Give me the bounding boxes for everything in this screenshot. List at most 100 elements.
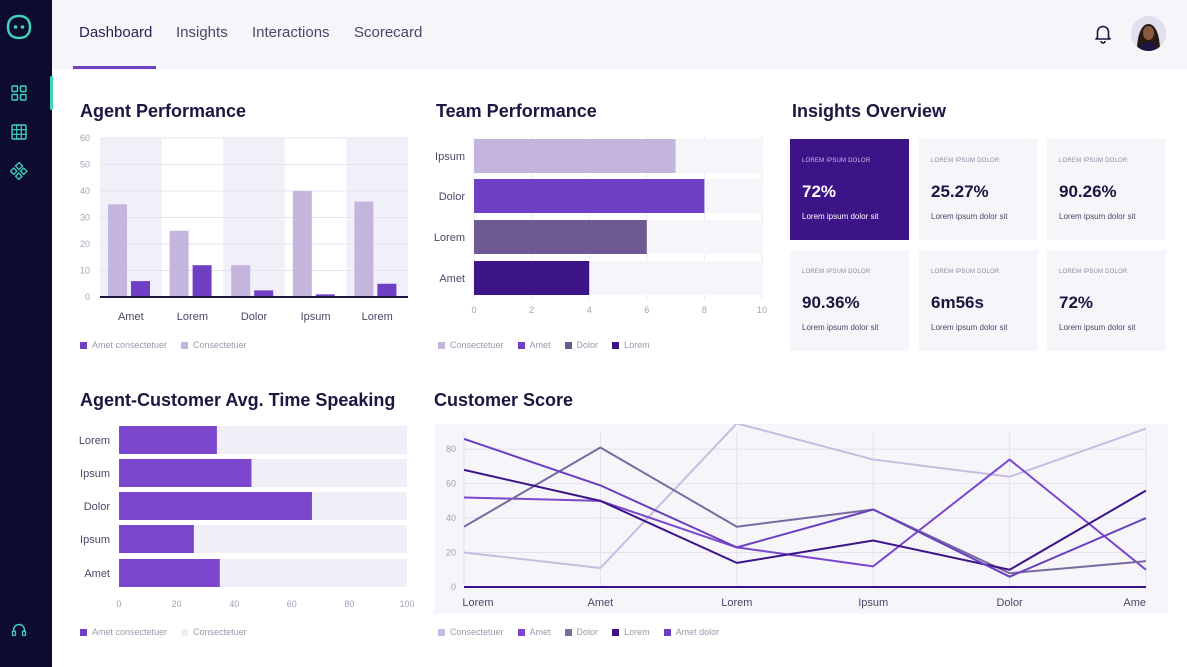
series-line	[463, 458, 1147, 571]
y-tick-label: Ipsum	[80, 534, 110, 546]
x-tick-label: 10	[757, 305, 767, 315]
grid-icon	[11, 85, 27, 101]
x-tick-label: Lorem	[177, 311, 208, 323]
legend-swatch	[181, 628, 189, 636]
bar-amet-consectetuer	[192, 265, 212, 297]
legend-label: Lorem	[624, 627, 650, 637]
y-tick-label: 40	[80, 186, 90, 196]
insight-card-subtext: Lorem ipsum dolor sit	[931, 212, 1008, 221]
insight-card-subtext: Lorem ipsum dolor sit	[802, 323, 879, 332]
x-tick-label: 4	[587, 305, 592, 315]
x-tick-label: Dolor	[996, 597, 1023, 609]
insight-card-label: LOREM IPSUM DOLOR	[1059, 158, 1128, 164]
insight-card-label: LOREM IPSUM DOLOR	[802, 269, 871, 275]
tab-scorecard[interactable]: Scorecard	[354, 24, 423, 41]
bar-amet-consectetuer	[254, 290, 274, 297]
sidebar-item-table[interactable]	[9, 122, 29, 142]
avg-time-speaking-title: Agent-Customer Avg. Time Speaking	[80, 390, 396, 410]
bar-consectetuer	[292, 191, 312, 297]
speaking-bar	[119, 559, 220, 587]
insight-card[interactable]: LOREM IPSUM DOLOR 72% Lorem ipsum dolor si…	[1047, 250, 1166, 351]
y-tick-label: 0	[451, 582, 456, 592]
agent-performance-legend: Amet consectetuer Consectetuer	[80, 340, 247, 350]
legend-item: Amet consectetuer	[80, 627, 167, 637]
y-tick-label: 40	[446, 513, 456, 523]
headset-icon	[11, 623, 27, 637]
insight-card-label: LOREM IPSUM DOLOR	[1059, 269, 1128, 275]
x-tick-label: Amet	[588, 597, 614, 609]
speaking-bar	[119, 459, 252, 487]
legend-item: Lorem	[612, 627, 650, 637]
legend-item: Consectetuer	[181, 627, 247, 637]
insight-card[interactable]: LOREM IPSUM DOLOR 6m56s Lorem ipsum dolor …	[919, 250, 1038, 351]
customer-score-legend: Consectetuer Amet Dolor Lorem Amet dolor	[438, 627, 719, 637]
tab-insights[interactable]: Insights	[176, 24, 228, 41]
series-line	[463, 437, 1147, 578]
legend-swatch	[517, 341, 525, 349]
insight-card-value: 25.27%	[931, 182, 989, 201]
y-tick-label: 60	[80, 133, 90, 143]
legend-label: Amet dolor	[675, 627, 720, 637]
bar-amet-consectetuer	[131, 281, 150, 297]
insight-card-subtext: Lorem ipsum dolor sit	[1059, 323, 1136, 332]
insight-card[interactable]: LOREM IPSUM DOLOR 90.36% Lorem ipsum dolor…	[790, 250, 909, 351]
bar-amet-consectetuer	[377, 283, 397, 297]
legend-label: Lorem	[624, 340, 650, 350]
table-icon	[11, 124, 27, 140]
top-navigation: Dashboard Insights Interactions Scorecar…	[52, 0, 1187, 70]
tab-interactions[interactable]: Interactions	[252, 24, 330, 41]
series-line	[463, 468, 1147, 571]
x-tick-label: 100	[399, 599, 414, 609]
team-bar	[474, 261, 590, 295]
x-tick-label: Amet	[118, 311, 144, 323]
sidebar-item-dashboard[interactable]	[9, 83, 29, 103]
customer-score-title: Customer Score	[434, 390, 574, 410]
avg-time-speaking-chart: Lorem Ipsum Dolor Ipsum Amet 0 20 40 60 80 100	[79, 426, 414, 609]
legend-item: Dolor	[564, 340, 599, 350]
insight-card[interactable]: LOREM IPSUM DOLOR 90.26% Lorem ipsum dolor…	[1047, 139, 1166, 240]
agent-performance-title: Agent Performance	[80, 101, 247, 121]
legend-swatch	[612, 341, 620, 349]
insight-card[interactable]: LOREM IPSUM DOLOR 25.27% Lorem ipsum dolor…	[919, 139, 1038, 240]
nodes-icon	[10, 162, 28, 180]
legend-label: Dolor	[576, 627, 599, 637]
insight-card[interactable]: LOREM IPSUM DOLOR 72% Lorem ipsum dolor si…	[790, 139, 909, 240]
legend-swatch	[564, 341, 572, 349]
x-tick-label: Ipsum	[301, 311, 331, 323]
x-tick-label: Lorem	[721, 597, 752, 609]
legend-label: Consectetuer	[450, 340, 504, 350]
x-tick-label: 2	[529, 305, 534, 315]
y-tick-label: 20	[80, 239, 90, 249]
customer-score-chart: 0 20 40 60 80 Lorem Amet Lorem Ipsum Dolor Ame	[434, 424, 1168, 614]
legend-item: Dolor	[564, 627, 599, 637]
bar-amet-consectetuer	[315, 294, 335, 297]
sidebar-item-nodes[interactable]	[9, 161, 29, 181]
legend-item: Amet	[517, 340, 551, 350]
legend-label: Dolor	[576, 340, 599, 350]
x-tick-label: 20	[172, 599, 182, 609]
team-bar	[474, 139, 676, 173]
legend-item: Amet	[517, 627, 551, 637]
user-avatar[interactable]	[1131, 16, 1166, 51]
sidebar-item-support[interactable]	[9, 620, 29, 640]
insight-card-label: LOREM IPSUM DOLOR	[931, 158, 1000, 164]
x-tick-label: 6	[644, 305, 649, 315]
legend-item: Consectetuer	[438, 340, 504, 350]
bar-consectetuer	[231, 265, 251, 297]
series-line	[463, 424, 1147, 570]
bar-consectetuer	[169, 230, 189, 297]
speaking-bar	[119, 525, 194, 553]
legend-swatch	[80, 628, 87, 636]
notification-bell-icon[interactable]	[1092, 22, 1114, 44]
x-tick-label: 0	[116, 599, 121, 609]
x-tick-label: Ipsum	[858, 597, 888, 609]
x-tick-label: Lorem	[362, 311, 393, 323]
tab-dashboard[interactable]: Dashboard	[79, 24, 153, 41]
x-tick-label: 0	[471, 305, 476, 315]
y-tick-label: Dolor	[84, 501, 111, 513]
insight-card-value: 72%	[1059, 293, 1094, 312]
y-tick-label: Amet	[439, 273, 465, 285]
logo-icon[interactable]	[6, 14, 32, 40]
insight-card-label: LOREM IPSUM DOLOR	[931, 269, 1000, 275]
sidebar-active-indicator	[50, 76, 53, 110]
